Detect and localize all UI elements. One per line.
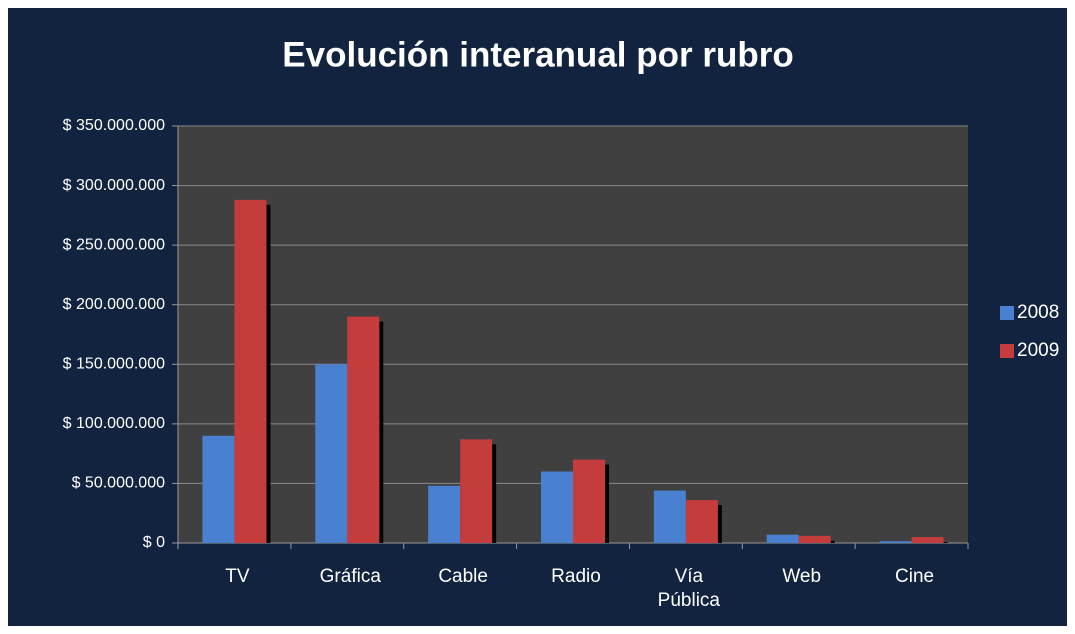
y-tick-label: $ 200.000.000 <box>63 296 165 313</box>
y-tick-label: $ 250.000.000 <box>63 236 165 253</box>
x-tick-label: Web <box>782 566 822 587</box>
x-tick-label: Cine <box>895 566 935 587</box>
y-tick-label: $ 50.000.000 <box>72 475 166 492</box>
bar <box>879 541 912 543</box>
bar <box>911 537 944 543</box>
legend-label: 2009 <box>1017 340 1059 361</box>
bar <box>685 500 718 543</box>
bar <box>653 490 686 543</box>
legend-swatch <box>1000 344 1014 358</box>
x-tick-label: Radio <box>551 566 601 587</box>
x-tick-label: Vía Pública <box>657 566 720 611</box>
bar-shadow <box>605 464 609 543</box>
bar <box>573 459 605 543</box>
bar <box>315 364 348 543</box>
legend-label: 2008 <box>1017 302 1059 323</box>
x-tick-label: Cable <box>438 566 488 587</box>
x-tick-label: TV <box>225 566 250 587</box>
bar <box>460 439 493 543</box>
bar <box>347 316 380 543</box>
chart-title: Evolución interanual por rubro <box>282 35 793 74</box>
bar-shadow <box>830 540 835 543</box>
bar <box>202 435 235 543</box>
legend-swatch <box>1000 306 1014 320</box>
bar-shadow <box>492 444 497 543</box>
bar-shadow <box>943 542 948 543</box>
y-tick-label: $ 300.000.000 <box>63 177 165 194</box>
bar <box>798 535 831 543</box>
x-tick-label: Gráfica <box>319 566 381 587</box>
y-tick-label: $ 150.000.000 <box>63 356 165 373</box>
bar-shadow <box>379 321 384 543</box>
bar <box>428 485 461 543</box>
y-tick-label: $ 100.000.000 <box>63 415 165 432</box>
bar-shadow <box>266 204 271 543</box>
y-tick-label: $ 350.000.000 <box>63 117 165 134</box>
bar-shadow <box>717 505 722 543</box>
bar <box>541 471 573 543</box>
bar <box>766 534 799 543</box>
y-tick-label: $ 0 <box>143 534 165 551</box>
bar <box>234 199 267 543</box>
